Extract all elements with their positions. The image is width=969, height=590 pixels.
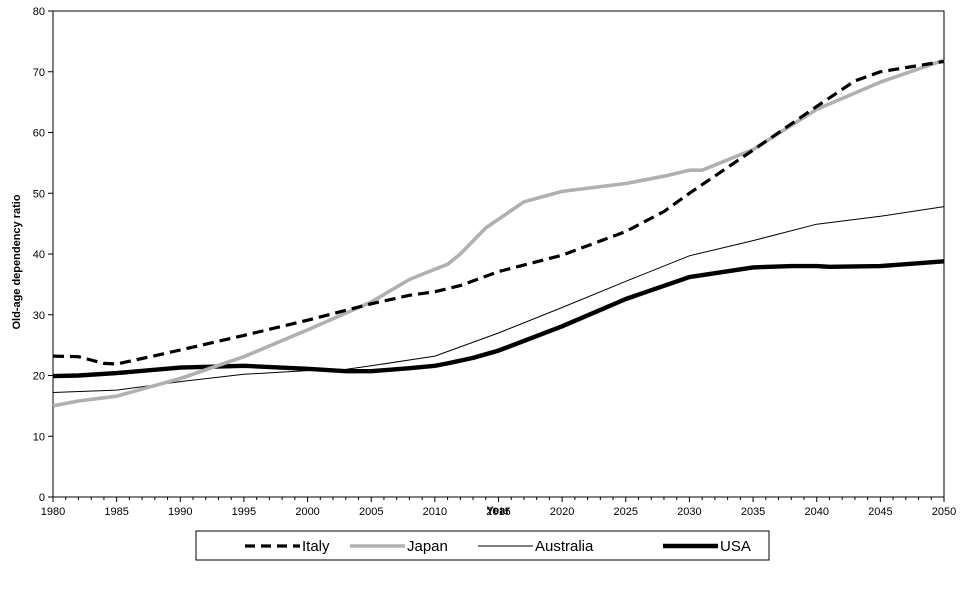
x-tick-label: 2025: [614, 506, 638, 518]
x-tick-label: 2040: [804, 506, 828, 518]
legend-label-italy: Italy: [302, 538, 330, 555]
legend-label-japan: Japan: [407, 538, 448, 555]
y-tick-label: 70: [33, 67, 45, 79]
x-axis: 1980 1985 1990 1995 2000 2005 2010 2015 2020 2025…: [41, 497, 956, 518]
plot-border: [52, 10, 945, 498]
plot-area: [52, 10, 945, 498]
x-tick-label: 1980: [41, 506, 65, 518]
x-tick-label: 2050: [932, 506, 956, 518]
series-line-japan: [52, 58, 945, 408]
x-tick-label: 2005: [359, 506, 383, 518]
y-tick-label: 10: [33, 431, 45, 443]
legend-label-australia: Australia: [535, 538, 594, 555]
y-tick-label: 60: [33, 128, 45, 140]
series-line-usa: [52, 259, 945, 379]
y-tick-label: 50: [33, 188, 45, 200]
y-tick-label: 30: [33, 310, 45, 322]
y-tick-label: 80: [33, 6, 45, 18]
y-tick-label: 20: [33, 371, 45, 383]
x-tick-label: 1990: [168, 506, 192, 518]
x-tick-label: 2045: [868, 506, 892, 518]
x-tick-label: 2030: [677, 506, 701, 518]
series-line-australia: [52, 206, 945, 393]
x-tick-label: 2020: [550, 506, 574, 518]
y-axis-title: Old-age dependency ratio: [11, 194, 23, 329]
x-tick-label: 1985: [104, 506, 128, 518]
y-tick-label: 40: [33, 249, 45, 261]
x-axis-title: Year: [486, 505, 510, 517]
series-line-italy: [52, 59, 945, 366]
x-tick-label: 2010: [423, 506, 447, 518]
legend: Italy Japan Australia USA: [195, 530, 770, 561]
legend-label-usa: USA: [720, 538, 751, 555]
x-tick-label: 2000: [295, 506, 319, 518]
y-tick-label: 0: [39, 492, 45, 504]
y-axis: 0 10 20 30 40 50 60 70 80: [33, 6, 53, 504]
series-layer: [52, 58, 945, 408]
x-tick-label: 2015: [486, 506, 510, 518]
x-tick-label: 2035: [741, 506, 765, 518]
x-tick-label: 1995: [232, 506, 256, 518]
